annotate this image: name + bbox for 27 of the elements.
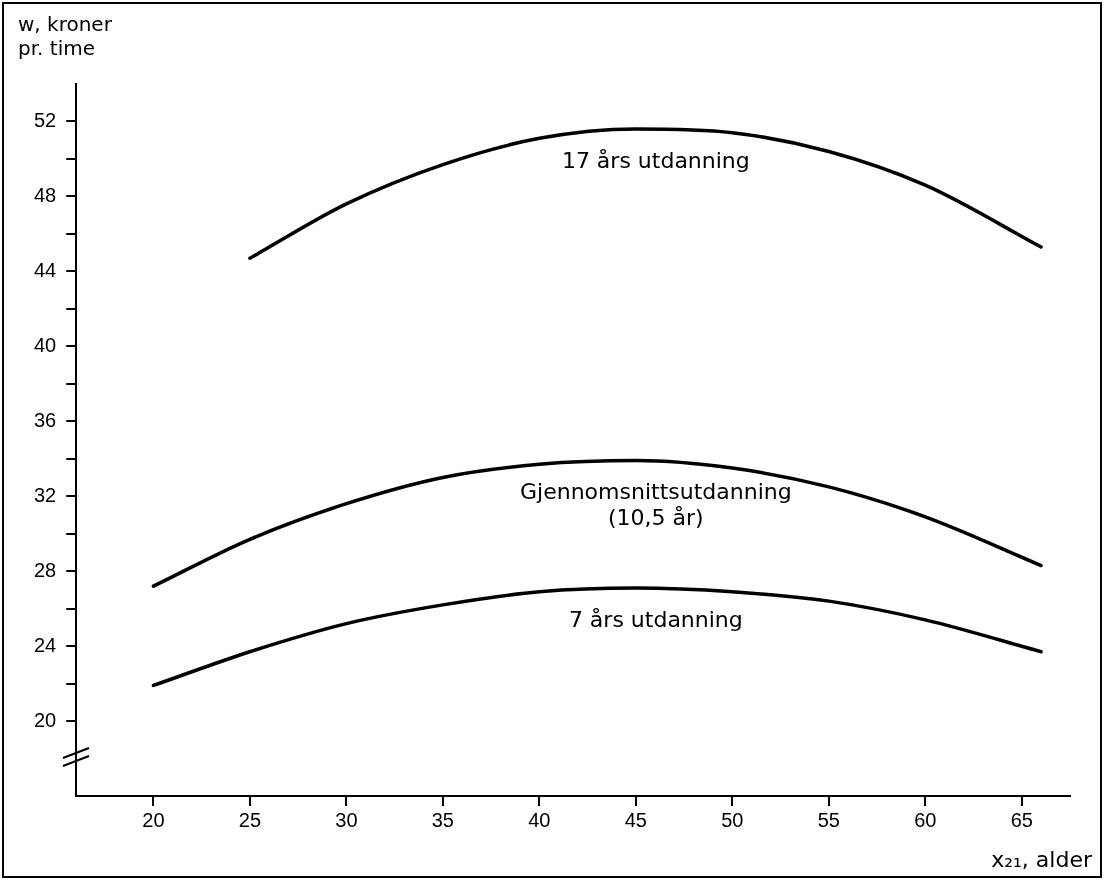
- x-tick-label: 45: [624, 808, 647, 831]
- y-tick-label: 36: [34, 408, 57, 431]
- series-label: Gjennomsnittsutdanning (10,5 år): [520, 479, 792, 531]
- y-tick-label: 44: [34, 258, 57, 281]
- x-tick-label: 50: [721, 808, 744, 831]
- y-tick-label: 52: [34, 108, 57, 131]
- x-tick-label: 20: [142, 808, 165, 831]
- y-tick-label: 20: [34, 708, 57, 731]
- y-tick-label: 48: [34, 183, 57, 206]
- x-tick-label: 30: [335, 808, 358, 831]
- series-label: 17 års utdanning: [561, 147, 750, 173]
- y-tick-label: 28: [34, 558, 57, 581]
- y-tick-label: 32: [34, 483, 57, 506]
- x-tick-label: 35: [431, 808, 454, 831]
- y-tick-label: 40: [34, 333, 57, 356]
- series-label: 7 års utdanning: [568, 606, 743, 632]
- x-tick-label: 25: [238, 808, 262, 831]
- line-series: [151, 586, 1043, 688]
- x-tick-label: 65: [1010, 808, 1033, 831]
- y-axis-title: w, kroner pr. time: [18, 12, 113, 60]
- x-tick-label: 60: [914, 808, 937, 831]
- line-series: [248, 127, 1043, 260]
- x-tick-label: 55: [817, 808, 840, 831]
- line-series: [151, 458, 1043, 588]
- y-tick-label: 24: [34, 633, 57, 656]
- x-tick-label: 40: [528, 808, 551, 831]
- x-axis-title: x₂₁, alder: [991, 846, 1093, 872]
